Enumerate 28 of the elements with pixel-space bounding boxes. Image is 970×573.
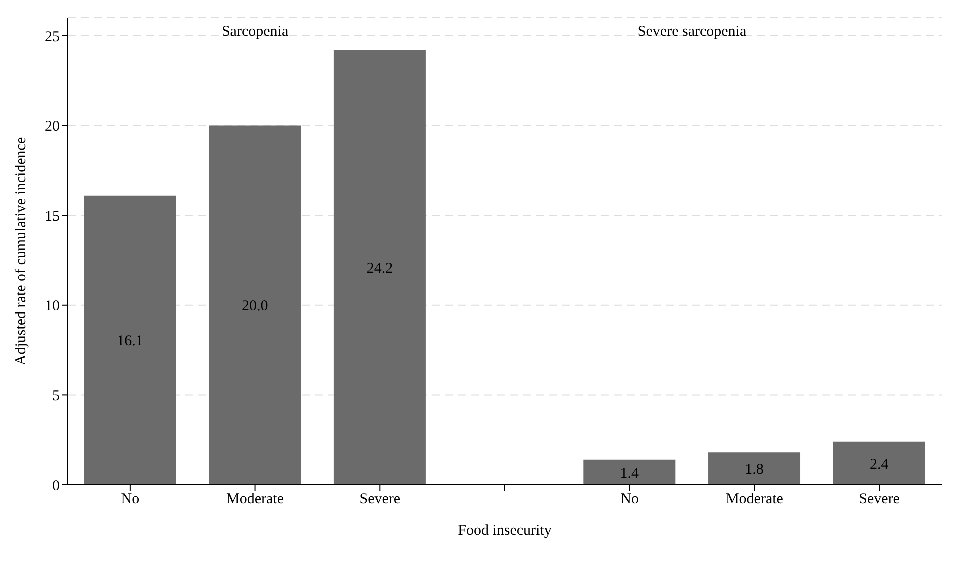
bar	[209, 126, 302, 485]
y-axis-title: Adjusted rate of cumulative incidence	[13, 137, 30, 366]
y-tick-label: 15	[45, 208, 60, 225]
bar	[334, 50, 426, 485]
x-tick-label: Moderate	[726, 492, 784, 508]
y-tick-label: 10	[45, 298, 60, 315]
annotation: Sarcopenia	[222, 24, 289, 41]
y-tick-label: 0	[52, 478, 60, 494]
data-label: 2.4	[870, 456, 890, 473]
y-tick-label: 5	[52, 388, 60, 405]
x-tick-label: No	[620, 492, 640, 508]
x-tick-label: No	[121, 492, 140, 508]
bar	[584, 460, 676, 485]
x-tick-label: Severe	[360, 492, 401, 508]
x-tick-label: Severe	[859, 492, 900, 508]
bar	[708, 452, 801, 485]
y-tick-label: 25	[45, 29, 60, 46]
annotation: Severe sarcopenia	[638, 24, 747, 41]
data-label: 24.2	[366, 260, 394, 277]
data-label: 16.1	[117, 334, 144, 350]
y-tick-label: 20	[45, 119, 60, 136]
bar	[833, 442, 926, 485]
x-axis-title: Food insecurity	[458, 523, 552, 539]
data-label: 20.0	[242, 298, 268, 315]
data-label: 1.8	[745, 462, 764, 478]
bar	[84, 196, 176, 485]
x-tick-label: Moderate	[226, 492, 284, 508]
data-label: 1.4	[620, 466, 640, 482]
